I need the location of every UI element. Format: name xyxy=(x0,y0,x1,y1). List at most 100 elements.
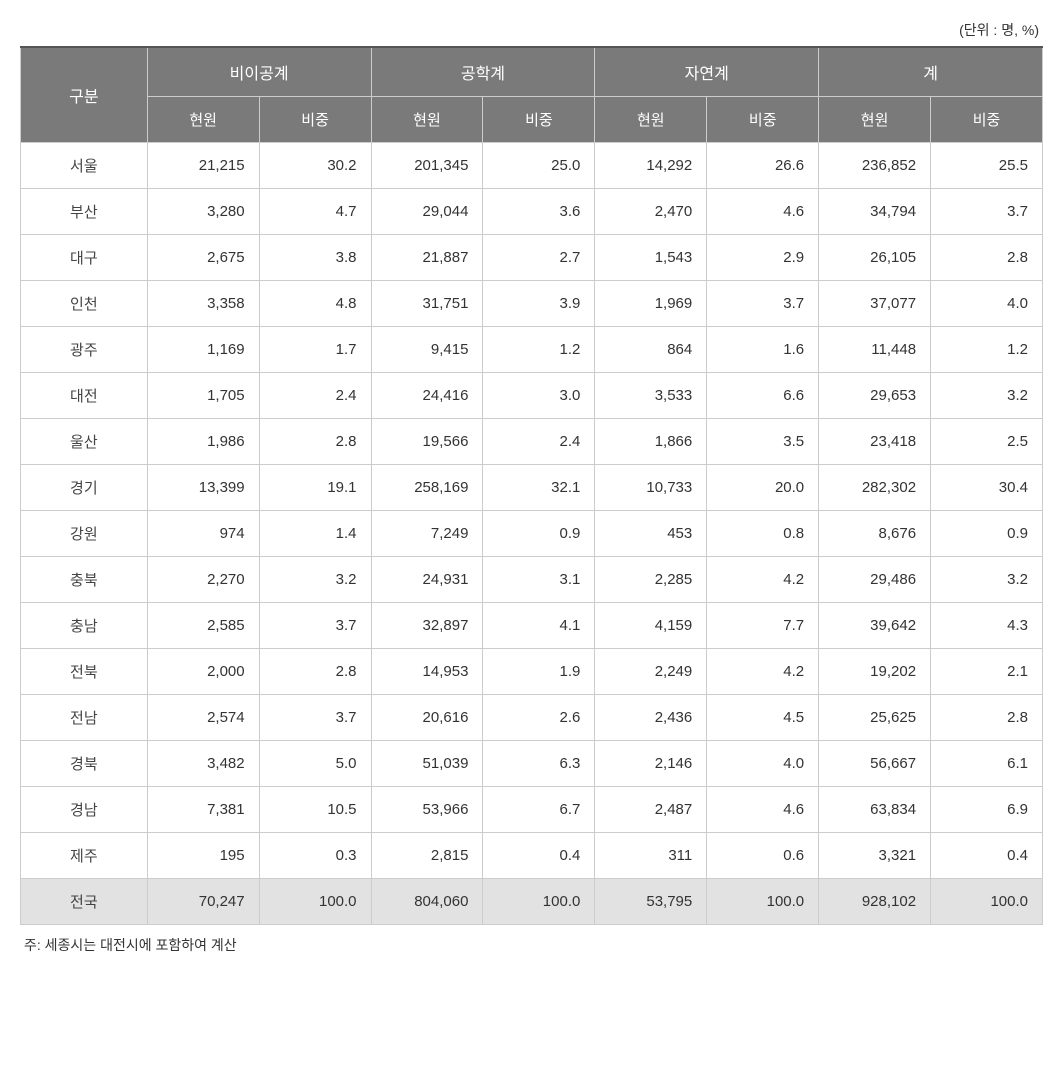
cell-value: 6.6 xyxy=(707,373,819,419)
unit-label: (단위 : 명, %) xyxy=(20,20,1043,40)
cell-value: 3.7 xyxy=(259,603,371,649)
cell-value: 1,866 xyxy=(595,419,707,465)
cell-value: 3,321 xyxy=(819,833,931,879)
cell-value: 3.7 xyxy=(931,189,1043,235)
cell-value: 1.7 xyxy=(259,327,371,373)
cell-value: 2,146 xyxy=(595,741,707,787)
cell-value: 25,625 xyxy=(819,695,931,741)
cell-value: 19,566 xyxy=(371,419,483,465)
cell-value: 3.1 xyxy=(483,557,595,603)
cell-value: 1,986 xyxy=(147,419,259,465)
cell-value: 2,487 xyxy=(595,787,707,833)
table-row: 울산1,9862.819,5662.41,8663.523,4182.5 xyxy=(21,419,1043,465)
cell-value: 7,381 xyxy=(147,787,259,833)
cell-value: 2.8 xyxy=(259,419,371,465)
cell-value: 32.1 xyxy=(483,465,595,511)
cell-value: 14,953 xyxy=(371,649,483,695)
table-row: 전북2,0002.814,9531.92,2494.219,2022.1 xyxy=(21,649,1043,695)
cell-value: 100.0 xyxy=(259,879,371,925)
cell-value: 2,436 xyxy=(595,695,707,741)
cell-value: 4,159 xyxy=(595,603,707,649)
cell-value: 2,815 xyxy=(371,833,483,879)
table-row: 경북3,4825.051,0396.32,1464.056,6676.1 xyxy=(21,741,1043,787)
cell-value: 4.2 xyxy=(707,557,819,603)
cell-value: 1,969 xyxy=(595,281,707,327)
cell-value: 2.6 xyxy=(483,695,595,741)
table-row: 광주1,1691.79,4151.28641.611,4481.2 xyxy=(21,327,1043,373)
header-group-0: 비이공계 xyxy=(147,47,371,97)
cell-value: 100.0 xyxy=(707,879,819,925)
cell-value: 31,751 xyxy=(371,281,483,327)
cell-value: 4.7 xyxy=(259,189,371,235)
table-row: 대전1,7052.424,4163.03,5336.629,6533.2 xyxy=(21,373,1043,419)
sub-header-3-1: 비중 xyxy=(931,97,1043,143)
row-label: 전국 xyxy=(21,879,148,925)
cell-value: 100.0 xyxy=(931,879,1043,925)
cell-value: 56,667 xyxy=(819,741,931,787)
table-row: 전남2,5743.720,6162.62,4364.525,6252.8 xyxy=(21,695,1043,741)
cell-value: 0.4 xyxy=(931,833,1043,879)
cell-value: 3.7 xyxy=(259,695,371,741)
cell-value: 6.3 xyxy=(483,741,595,787)
row-label: 인천 xyxy=(21,281,148,327)
cell-value: 32,897 xyxy=(371,603,483,649)
cell-value: 3.7 xyxy=(707,281,819,327)
cell-value: 804,060 xyxy=(371,879,483,925)
row-label: 경북 xyxy=(21,741,148,787)
cell-value: 311 xyxy=(595,833,707,879)
cell-value: 1.9 xyxy=(483,649,595,695)
header-group-3: 계 xyxy=(819,47,1043,97)
cell-value: 3.2 xyxy=(931,557,1043,603)
cell-value: 974 xyxy=(147,511,259,557)
sub-header-0-0: 현원 xyxy=(147,97,259,143)
cell-value: 26,105 xyxy=(819,235,931,281)
cell-value: 20,616 xyxy=(371,695,483,741)
sub-header-3-0: 현원 xyxy=(819,97,931,143)
cell-value: 2,270 xyxy=(147,557,259,603)
cell-value: 5.0 xyxy=(259,741,371,787)
row-label: 경기 xyxy=(21,465,148,511)
cell-value: 4.2 xyxy=(707,649,819,695)
table-row: 경남7,38110.553,9666.72,4874.663,8346.9 xyxy=(21,787,1043,833)
cell-value: 2,249 xyxy=(595,649,707,695)
cell-value: 0.9 xyxy=(931,511,1043,557)
cell-value: 8,676 xyxy=(819,511,931,557)
cell-value: 1.2 xyxy=(483,327,595,373)
cell-value: 70,247 xyxy=(147,879,259,925)
cell-value: 3.8 xyxy=(259,235,371,281)
cell-value: 7.7 xyxy=(707,603,819,649)
cell-value: 19.1 xyxy=(259,465,371,511)
cell-value: 0.4 xyxy=(483,833,595,879)
cell-value: 53,966 xyxy=(371,787,483,833)
cell-value: 2.1 xyxy=(931,649,1043,695)
cell-value: 53,795 xyxy=(595,879,707,925)
cell-value: 928,102 xyxy=(819,879,931,925)
cell-value: 3,482 xyxy=(147,741,259,787)
cell-value: 6.7 xyxy=(483,787,595,833)
table-row: 대구2,6753.821,8872.71,5432.926,1052.8 xyxy=(21,235,1043,281)
cell-value: 2,000 xyxy=(147,649,259,695)
cell-value: 29,486 xyxy=(819,557,931,603)
cell-value: 2.8 xyxy=(931,235,1043,281)
cell-value: 37,077 xyxy=(819,281,931,327)
header-group-2: 자연계 xyxy=(595,47,819,97)
cell-value: 19,202 xyxy=(819,649,931,695)
cell-value: 63,834 xyxy=(819,787,931,833)
row-label: 대전 xyxy=(21,373,148,419)
cell-value: 11,448 xyxy=(819,327,931,373)
cell-value: 4.6 xyxy=(707,787,819,833)
sub-header-1-1: 비중 xyxy=(483,97,595,143)
table-row: 전국70,247100.0804,060100.053,795100.0928,… xyxy=(21,879,1043,925)
cell-value: 1,169 xyxy=(147,327,259,373)
cell-value: 1.2 xyxy=(931,327,1043,373)
row-label: 충남 xyxy=(21,603,148,649)
cell-value: 7,249 xyxy=(371,511,483,557)
table-row: 강원9741.47,2490.94530.88,6760.9 xyxy=(21,511,1043,557)
header-group-label: 구분 xyxy=(21,47,148,143)
cell-value: 4.1 xyxy=(483,603,595,649)
cell-value: 29,044 xyxy=(371,189,483,235)
cell-value: 3,280 xyxy=(147,189,259,235)
cell-value: 236,852 xyxy=(819,143,931,189)
cell-value: 3.2 xyxy=(259,557,371,603)
cell-value: 24,931 xyxy=(371,557,483,603)
